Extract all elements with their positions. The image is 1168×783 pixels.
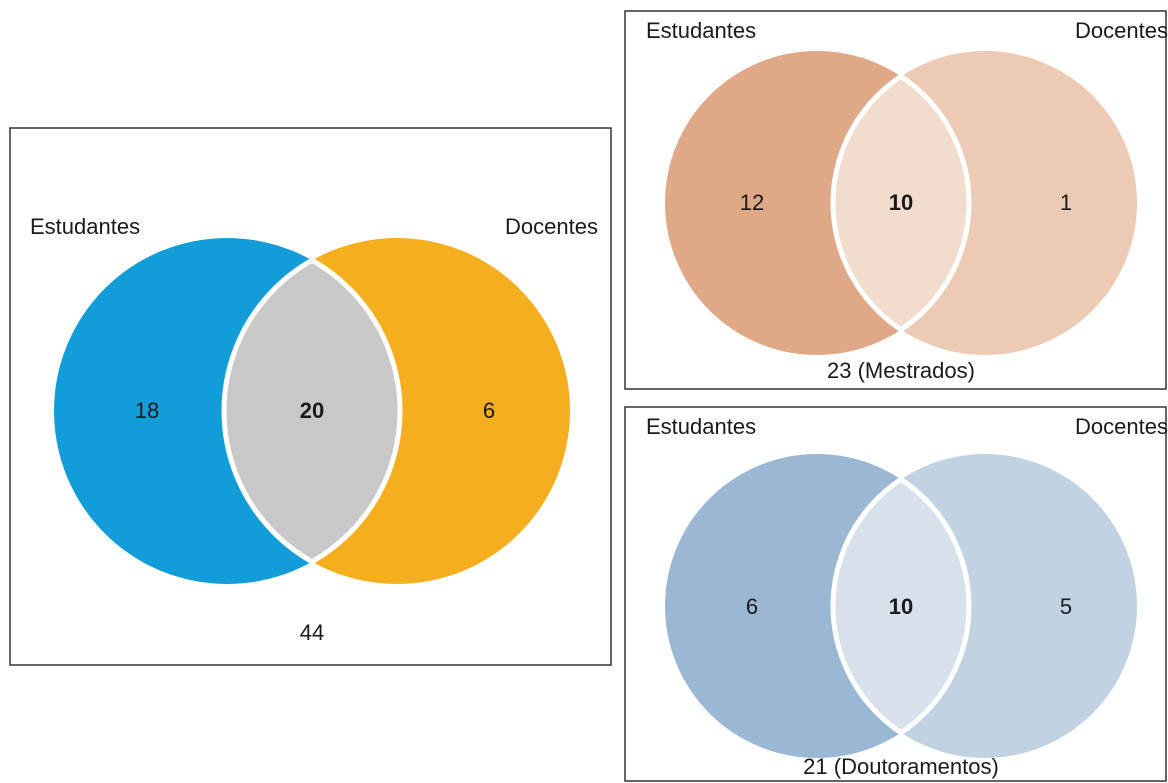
venn-total: Estudantes Docentes 18 20 6 44 xyxy=(9,127,612,666)
venn-total-right-label: Docentes xyxy=(505,214,598,239)
venn-doutoramentos-frame xyxy=(624,406,1167,782)
venn-mestrados-both: 10 xyxy=(889,190,913,215)
venn-mestrados-left-only: 12 xyxy=(740,190,764,215)
venn-doutoramentos-right-label: Docentes xyxy=(1075,414,1168,439)
venn-mestrados: Estudantes Docentes 12 10 1 23 (Mestrado… xyxy=(624,10,1168,390)
venn-doutoramentos-both: 10 xyxy=(889,594,913,619)
venn-mestrados-overlap xyxy=(833,51,969,355)
venn-total-left-only: 18 xyxy=(135,398,159,423)
venn-total-right-only: 6 xyxy=(483,398,495,423)
venn-total-left-label: Estudantes xyxy=(30,214,140,239)
venn-doutoramentos: Estudantes Docentes 6 10 5 21 (Doutorame… xyxy=(624,406,1168,782)
venn-mestrados-right-outline xyxy=(830,51,969,355)
venn-doutoramentos-count: 21 (Doutoramentos) xyxy=(803,754,999,779)
venn-doutoramentos-overlap xyxy=(833,454,969,758)
venn-doutoramentos-left-outline xyxy=(833,454,972,758)
venn-total-count: 44 xyxy=(300,620,324,645)
venn-total-overlap xyxy=(224,238,400,584)
venn-mestrados-count: 23 (Mestrados) xyxy=(827,358,975,383)
venn-total-frame xyxy=(9,127,612,666)
venn-doutoramentos-right-outline xyxy=(830,454,969,758)
venn-doutoramentos-left-label: Estudantes xyxy=(646,414,756,439)
venn-doutoramentos-right-only: 5 xyxy=(1060,594,1072,619)
venn-mestrados-left-label: Estudantes xyxy=(646,18,756,43)
venn-total-both: 20 xyxy=(300,398,324,423)
venn-total-left-outline xyxy=(224,238,403,584)
venn-mestrados-frame xyxy=(624,10,1167,390)
venn-mestrados-right-only: 1 xyxy=(1060,190,1072,215)
venn-mestrados-left-outline xyxy=(833,51,972,355)
venn-total-right-outline xyxy=(221,238,400,584)
venn-mestrados-right-label: Docentes xyxy=(1075,18,1168,43)
venn-doutoramentos-left-only: 6 xyxy=(746,594,758,619)
